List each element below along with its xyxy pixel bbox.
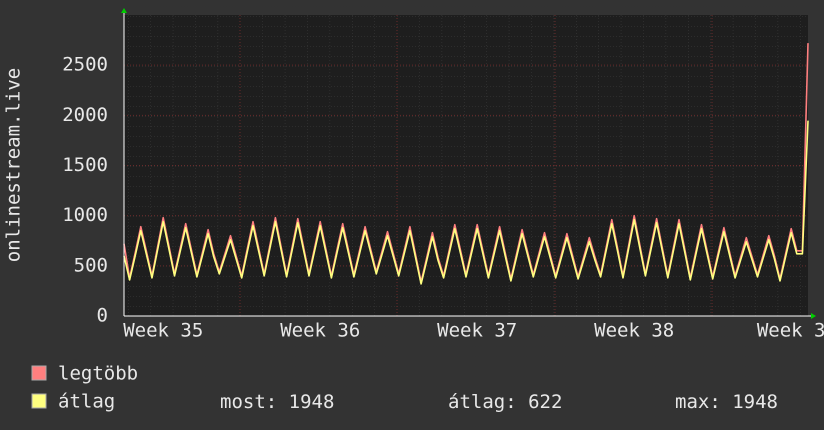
y-tick-label: 1500 xyxy=(62,154,108,176)
legend-label: legtöbb xyxy=(58,363,138,385)
legend-label: átlag xyxy=(58,391,115,413)
lines xyxy=(123,43,809,285)
y-axis-label: onlinestream.live xyxy=(3,68,25,262)
stat: most: 1948 xyxy=(220,391,334,413)
axis-arrow xyxy=(811,313,816,319)
y-tick-label: 2000 xyxy=(62,104,108,126)
x-tick-label: Week 36 xyxy=(280,320,360,342)
stat: átlag: 622 xyxy=(448,391,562,413)
y-tick-label: 500 xyxy=(74,254,108,276)
series-line xyxy=(123,120,809,285)
stat: max: 1948 xyxy=(675,391,778,413)
x-tick-label: Week 3 xyxy=(757,320,824,342)
legend-swatch xyxy=(31,393,47,409)
x-tick-label: Week 37 xyxy=(437,320,517,342)
y-tick-label: 0 xyxy=(97,305,108,327)
x-tick-label: Week 38 xyxy=(594,320,674,342)
y-tick-label: 2500 xyxy=(62,54,108,76)
axis-arrow xyxy=(121,8,127,13)
legend-swatch xyxy=(31,365,47,381)
y-tick-label: 1000 xyxy=(62,204,108,226)
x-tick-label: Week 35 xyxy=(123,320,203,342)
